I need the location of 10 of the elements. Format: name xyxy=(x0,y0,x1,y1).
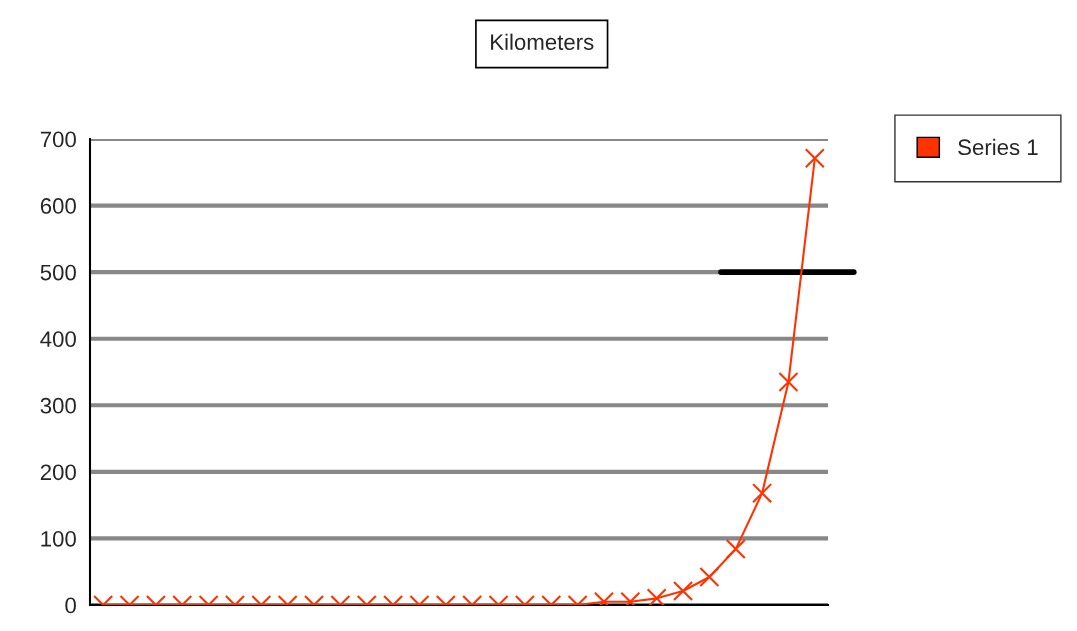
y-tick-label: 600 xyxy=(40,198,76,214)
y-tick-label: 200 xyxy=(40,464,76,481)
y-tick-label: 400 xyxy=(40,331,76,347)
y-tick-label: 0 xyxy=(65,597,76,614)
y-tick-label: 100 xyxy=(41,530,76,547)
y-tick-label: 300 xyxy=(40,397,76,414)
legend-label: Series 1 xyxy=(958,138,1038,156)
y-tick-label: 500 xyxy=(40,264,76,281)
y-tick-label: 700 xyxy=(40,131,76,148)
chart-title: Kilometers xyxy=(491,33,594,50)
